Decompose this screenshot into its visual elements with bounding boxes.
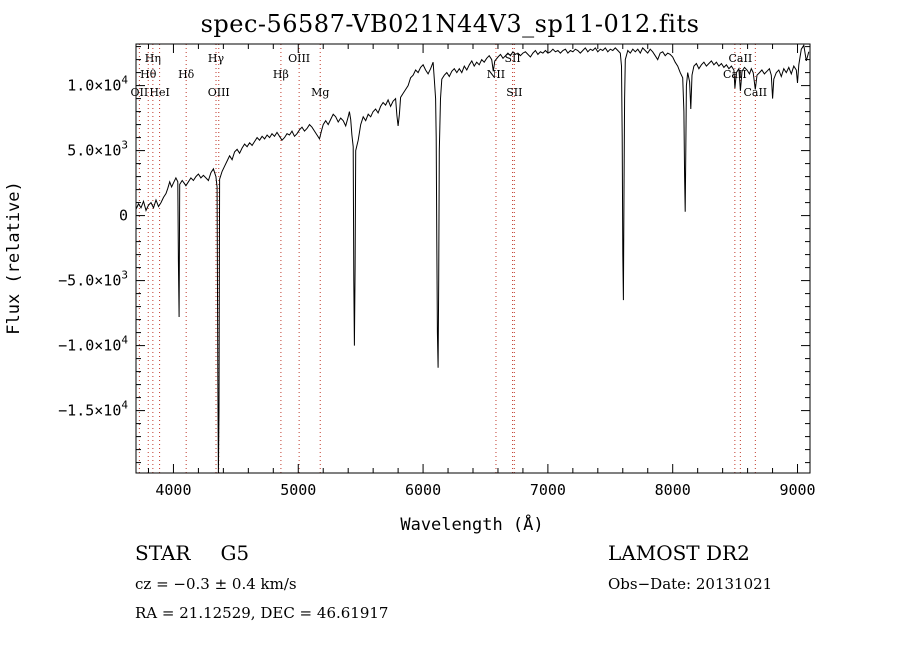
line-label: CaII [743,86,767,99]
chart-title: spec-56587-VB021N44V3_sp11-012.fits [200,10,700,38]
x-tick-label: 7000 [530,481,566,499]
line-label: CaII [723,68,747,81]
x-tick-label: 4000 [155,481,191,499]
line-markers [138,44,756,473]
plot-frame [135,43,811,474]
coordinates-label: RA = 21.12529, DEC = 46.61917 [135,604,389,622]
line-label: Hθ [140,68,157,81]
line-label: Hδ [178,68,195,81]
line-label: HeI [149,86,169,99]
x-axis-label: Wavelength (Å) [400,513,543,535]
y-tick-label: −5.0×103 [58,269,128,290]
y-tick-label: 5.0×103 [67,139,128,160]
y-tick-label: 1.0×104 [67,74,128,95]
y-axis-label: Flux (relative) [4,181,24,335]
x-tick-label: 9000 [779,481,815,499]
line-label: Hη [145,52,161,65]
y-axis: 1.0×104 5.0×103 0 −5.0×103 −1.0×104 −1.5×104 [58,46,810,464]
obs-date-label: Obs−Date: 20131021 [608,575,773,593]
line-label: SII [506,86,522,99]
y-tick-label: 0 [119,207,128,225]
line-label: Hγ [208,52,225,65]
x-axis: 4000 5000 6000 7000 8000 9000 [147,44,816,499]
x-tick-label: 6000 [405,481,441,499]
y-tick-label: −1.5×104 [58,399,128,420]
line-label: NII [487,68,505,81]
class-label: STAR [135,541,191,565]
redshift-label: cz = −0.3 ± 0.4 km/s [135,575,297,593]
line-label: OIII [288,52,310,65]
line-label: Mg [311,86,329,99]
object-class: STAR G5 [135,541,249,565]
line-label: Hβ [273,68,289,81]
line-label: OII [131,86,149,99]
line-labels: OIIHθHηHeIHδHγOIIIHβOIIIMgNIISIISIICaIIC… [131,52,768,99]
x-tick-label: 5000 [280,481,316,499]
subclass-label: G5 [220,541,250,565]
x-tick-label: 8000 [655,481,691,499]
survey-label: LAMOST DR2 [608,541,750,565]
line-label: CaII [729,52,753,65]
spectrum-line [135,43,810,474]
line-label: OIII [208,86,230,99]
y-tick-label: −1.0×104 [58,334,128,355]
line-label: SII [504,52,520,65]
